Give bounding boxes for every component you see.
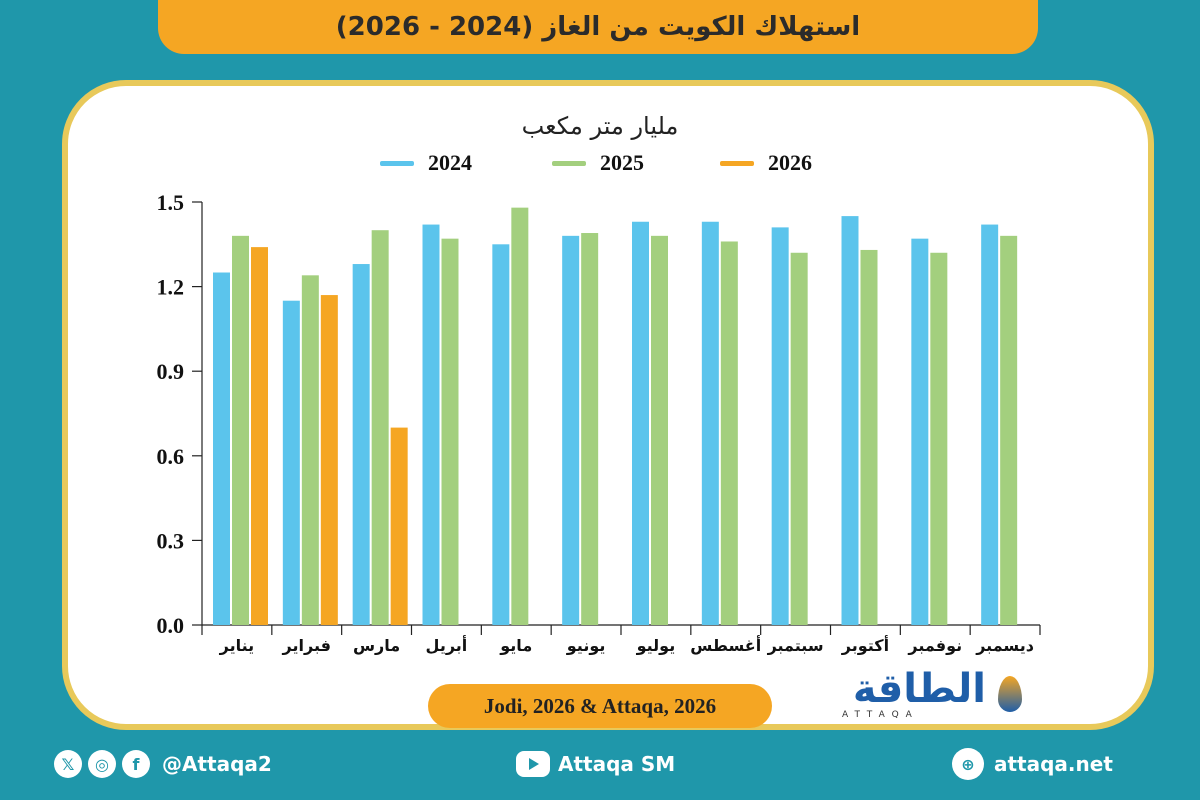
- legend-item-2025: 2025: [552, 150, 644, 176]
- x-tick-label: مارس: [353, 636, 400, 655]
- y-tick-label: 0.6: [157, 444, 185, 469]
- x-tick-label: مايو: [499, 636, 532, 655]
- y-tick-label: 1.5: [157, 190, 185, 215]
- x-icon[interactable]: 𝕏: [54, 750, 82, 778]
- legend-item-2024: 2024: [380, 150, 472, 176]
- legend-label-2026: 2026: [768, 150, 812, 175]
- x-tick-label: ديسمبر: [975, 636, 1034, 655]
- bar-2025-8: [720, 241, 738, 626]
- social-handle[interactable]: @Attaqa2: [162, 752, 272, 776]
- bar-2026-2: [320, 295, 338, 625]
- footer-youtube: Attaqa SM: [516, 748, 675, 780]
- bar-2025-6: [581, 233, 599, 625]
- youtube-channel[interactable]: Attaqa SM: [558, 752, 676, 776]
- bar-2025-4: [441, 238, 459, 625]
- bar-2025-7: [651, 235, 668, 625]
- x-tick-label: أغسطس: [690, 635, 761, 655]
- youtube-icon[interactable]: [516, 751, 550, 777]
- bar-2025-11: [930, 252, 948, 625]
- attaqa-logo: الطاقة ATTAQA: [836, 666, 1022, 720]
- bar-2024-11: [911, 238, 929, 625]
- bar-2024-3: [352, 264, 370, 625]
- bar-2025-5: [511, 207, 529, 625]
- globe-icon[interactable]: ⊕: [952, 748, 984, 780]
- source-label: Jodi, 2026 & Attaqa, 2026: [428, 684, 772, 728]
- y-tick-label: 0.9: [157, 359, 185, 384]
- bar-2025-10: [860, 249, 878, 625]
- bar-2025-12: [1000, 235, 1018, 625]
- bar-2024-7: [632, 221, 649, 626]
- y-tick-label: 1.2: [157, 275, 185, 300]
- chart-title-banner: استهلاك الكويت من الغاز (2024 - 2026): [158, 0, 1038, 54]
- website-link[interactable]: attaqa.net: [994, 752, 1113, 776]
- legend-swatch-2026: [720, 160, 754, 166]
- unit-label: مليار متر مكعب: [521, 112, 679, 140]
- bar-2024-12: [981, 224, 999, 625]
- legend-label-2025: 2025: [600, 150, 644, 175]
- logo-sub: ATTAQA: [842, 710, 919, 720]
- legend-item-2026: 2026: [720, 150, 812, 176]
- bar-2026-1: [251, 247, 268, 625]
- bar-2024-8: [701, 221, 719, 626]
- logo-drop-icon: [998, 676, 1022, 712]
- bar-2024-2: [282, 300, 300, 625]
- footer-social: 𝕏 ◎ f @Attaqa2: [54, 748, 272, 780]
- footer-website: ⊕ attaqa.net: [952, 748, 1113, 780]
- logo-name: الطاقة: [852, 666, 986, 712]
- bar-2026-3: [390, 427, 408, 625]
- x-tick-label: يناير: [219, 636, 255, 655]
- x-tick-label: يوليو: [636, 636, 676, 655]
- legend-swatch-2024: [380, 160, 414, 166]
- x-tick-label: أبريل: [426, 635, 468, 655]
- bar-2024-9: [771, 227, 789, 625]
- bar-2025-3: [371, 230, 389, 625]
- x-tick-label: فبراير: [282, 636, 331, 655]
- legend-swatch-2025: [552, 160, 586, 166]
- instagram-icon[interactable]: ◎: [88, 750, 116, 778]
- source-text: Jodi, 2026 & Attaqa, 2026: [483, 693, 717, 718]
- x-tick-label: يونيو: [566, 636, 606, 655]
- y-tick-label: 0.0: [157, 613, 185, 638]
- y-tick-label: 0.3: [157, 528, 185, 553]
- bar-2025-9: [790, 252, 808, 625]
- bar-2025-1: [232, 235, 249, 625]
- bar-2024-1: [213, 272, 230, 625]
- facebook-icon[interactable]: f: [122, 750, 150, 778]
- x-tick-label: سبتمبر: [767, 636, 824, 655]
- legend-label-2024: 2024: [428, 150, 472, 175]
- bar-2024-6: [562, 235, 580, 625]
- x-tick-label: نوفمبر: [907, 636, 962, 655]
- x-tick-label: أكتوبر: [841, 635, 889, 655]
- chart-title: استهلاك الكويت من الغاز (2024 - 2026): [335, 12, 861, 42]
- bar-2024-4: [422, 224, 440, 625]
- bar-2024-10: [841, 216, 859, 625]
- bar-2025-2: [301, 275, 319, 625]
- bar-2024-5: [492, 244, 510, 626]
